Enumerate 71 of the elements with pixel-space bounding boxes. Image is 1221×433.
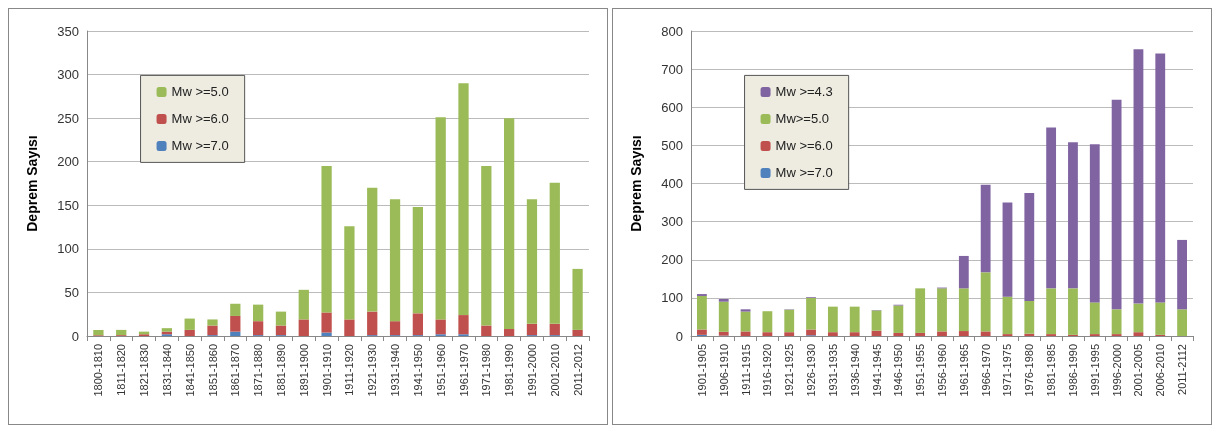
x-tick-label: 1971-1975 [1001,344,1014,397]
x-tick-label: 1891-1900 [297,344,310,397]
legend-label: Mw >=4.3 [775,84,833,100]
x-tick-label: 1931-1940 [389,344,402,397]
y-tick-label: 50 [64,284,79,300]
y-tick-label: 200 [661,252,683,268]
x-tick-label: 1936-1940 [848,344,861,397]
x-tick-label: 1921-1925 [783,344,796,397]
y-tick-label: 600 [661,99,683,115]
legend-label: Mw >=7.0 [775,165,833,181]
x-tick-label: 1976-1980 [1023,344,1036,397]
x-tick-label: 1961-1965 [957,344,970,397]
x-tick-label: 1966-1970 [979,344,992,397]
x-tick-label: 1991-2000 [525,344,538,397]
x-tick-label: 1821-1830 [138,344,151,397]
x-tick-label: 1916-1920 [761,344,774,397]
x-tick-label: 1901-1910 [320,344,333,397]
y-tick-label: 250 [57,110,79,126]
x-tick-label: 1981-1990 [503,344,516,397]
x-tick-label: 1800-1810 [92,344,105,397]
x-tick-label: 2001-2005 [1132,344,1145,397]
legend-label: Mw>=5.0 [775,111,830,127]
y-tick-label: 150 [57,197,79,213]
x-tick-label: 1911-1920 [343,344,356,396]
x-tick-label: 1926-1930 [805,344,818,397]
x-tick-label: 1841-1850 [183,344,196,397]
y-tick-label: 200 [57,154,79,170]
x-tick-label: 1911-1915 [739,344,752,396]
y-tick-label: 800 [661,23,683,39]
y-tick-label: 0 [71,328,79,344]
x-tick-label: 1861-1870 [229,344,242,397]
x-tick-label: 1951-1960 [434,344,447,397]
x-tick-label: 1996-2000 [1110,344,1123,397]
y-tick-label: 300 [661,214,683,230]
x-tick-label: 1986-1990 [1066,344,1079,397]
x-tick-label: 1931-1935 [826,344,839,397]
x-tick-label: 1901-1905 [695,344,708,397]
x-tick-label: 1991-1995 [1088,344,1101,397]
y-tick-label: 100 [661,290,683,306]
y-tick-label: 300 [57,67,79,83]
x-tick-label: 1961-1970 [457,344,470,397]
legend-label: Mw >=5.0 [171,84,229,100]
x-tick-label: 1871-1880 [252,344,265,397]
x-tick-label: 1971-1980 [480,344,493,397]
x-tick-label: 1851-1860 [206,344,219,397]
x-tick-label: 1956-1960 [936,344,948,397]
x-tick-label: 1921-1930 [366,344,379,397]
x-tick-label: 2011-2112 [1176,344,1189,395]
y-tick-label: 350 [57,23,79,39]
x-tick-label: 2011-2012 [571,344,584,396]
x-tick-label: 1941-1945 [870,344,883,397]
y-axis-title: Deprem Sayısı [628,135,644,232]
x-tick-label: 2006-2010 [1154,344,1167,397]
legend-label: Mw >=7.0 [171,138,229,154]
legend-label: Mw >=6.0 [171,111,229,127]
x-tick-label: 1946-1950 [892,344,905,397]
x-tick-label: 1811-1820 [115,344,128,396]
x-tick-label: 1981-1985 [1045,344,1058,397]
x-tick-label: 2001-2010 [548,344,561,397]
x-tick-label: 1941-1950 [411,344,424,397]
y-axis-title: Deprem Sayısı [24,135,40,232]
y-tick-label: 0 [675,328,683,344]
x-tick-label: 1951-1955 [914,344,927,397]
y-tick-label: 100 [57,241,79,257]
x-tick-label: 1831-1840 [160,344,173,397]
legend-label: Mw >=6.0 [775,138,833,154]
x-tick-label: 1906-1910 [717,344,730,397]
y-tick-label: 400 [661,176,683,191]
x-tick-label: 1881-1890 [274,344,287,397]
y-tick-label: 700 [661,61,683,77]
y-tick-label: 500 [661,137,683,153]
